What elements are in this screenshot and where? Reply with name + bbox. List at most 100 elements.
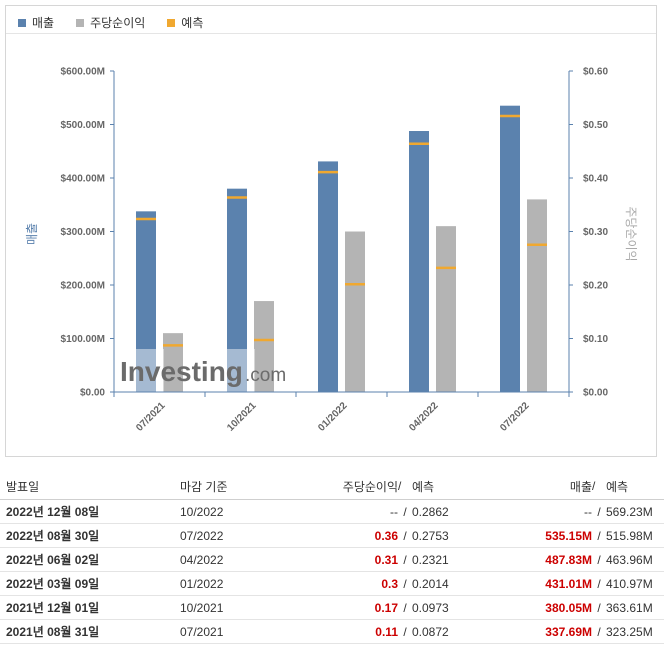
- cell-eps-forecast: 0.2321: [412, 547, 522, 572]
- cell-revenue: 337.69M: [522, 619, 592, 644]
- revenue-bar: [227, 188, 247, 392]
- cell-eps-separator: /: [398, 619, 412, 644]
- cell-eps: 0.11: [300, 619, 398, 644]
- x-tick-label: 07/2021: [134, 400, 168, 434]
- right-tick-label: $0.40: [583, 174, 608, 185]
- cell-eps-forecast: 0.2862: [412, 499, 522, 524]
- header-eps-separator: /: [398, 473, 412, 500]
- cell-revenue-separator: /: [592, 619, 606, 644]
- table-row: 2022년 08월 30일 07/2022 0.36/0.2753 535.15M/5…: [0, 523, 664, 548]
- table-body: 2022년 12월 08일 10/2022 --/0.2862 --/569.23M 2…: [0, 499, 664, 644]
- cell-eps-forecast: 0.2753: [412, 523, 522, 548]
- cell-revenue-separator: /: [592, 571, 606, 596]
- right-tick-label: $0.20: [583, 281, 608, 292]
- cell-date: 2022년 08월 30일: [0, 523, 176, 548]
- revenue-swatch: [18, 18, 26, 27]
- header-revenue[interactable]: 매출: [522, 473, 592, 500]
- cell-revenue-forecast: 323.25M: [606, 619, 664, 644]
- left-tick-label: $0.00: [80, 388, 105, 399]
- cell-eps-forecast: 0.0973: [412, 595, 522, 620]
- cell-period: 04/2022: [176, 547, 300, 572]
- x-tick-label: 01/2022: [316, 400, 350, 434]
- cell-eps-separator: /: [398, 595, 412, 620]
- legend-item-revenue[interactable]: 매출: [18, 14, 54, 31]
- watermark-domain: .com: [245, 365, 286, 386]
- legend-item-forecast[interactable]: 예측: [167, 14, 203, 31]
- cell-revenue-forecast: 515.98M: [606, 523, 664, 548]
- cell-eps-forecast: 0.0872: [412, 619, 522, 644]
- watermark-block-1: [120, 349, 164, 392]
- eps-bar: [345, 231, 365, 392]
- cell-revenue: 487.83M: [522, 547, 592, 572]
- left-tick-label: $600.00M: [61, 67, 105, 78]
- earnings-chart-panel: 매출 주당순이익 예측 Investing .com $0.00 $100.00M $2…: [5, 5, 657, 457]
- cell-date: 2021년 08월 31일: [0, 619, 176, 644]
- left-tick-label: $500.00M: [61, 120, 105, 131]
- right-tick-label: $0.30: [583, 227, 608, 238]
- cell-eps-separator: /: [398, 499, 412, 524]
- header-eps[interactable]: 주당순이익: [300, 473, 398, 500]
- header-eps-forecast[interactable]: 예측: [412, 473, 522, 500]
- cell-date: 2022년 06월 02일: [0, 547, 176, 572]
- header-period[interactable]: 마감 기준: [176, 473, 300, 500]
- eps-bar: [436, 226, 456, 392]
- cell-revenue-separator: /: [592, 547, 606, 572]
- chart-legend: 매출 주당순이익 예측: [18, 14, 225, 31]
- revenue-bar: [136, 211, 156, 392]
- cell-revenue: --: [522, 499, 592, 524]
- right-tick-label: $0.10: [583, 334, 608, 345]
- legend-divider: [6, 33, 656, 34]
- table-row: 2022년 06월 02일 04/2022 0.31/0.2321 487.83M/4…: [0, 547, 664, 572]
- header-revenue-separator: /: [592, 473, 606, 500]
- eps-bar: [254, 301, 274, 392]
- legend-label-revenue: 매출: [32, 16, 55, 30]
- eps-bar: [527, 199, 547, 392]
- cell-period: 10/2021: [176, 595, 300, 620]
- x-tick-label: 10/2021: [225, 400, 259, 434]
- table-row: 2021년 12월 01일 10/2021 0.17/0.0973 380.05M/3…: [0, 595, 664, 620]
- legend-label-forecast: 예측: [181, 16, 204, 30]
- cell-eps: 0.17: [300, 595, 398, 620]
- earnings-table: 발표일 마감 기준 주당순이익 / 예측 매출 / 예측 2022년 12월 0…: [0, 473, 664, 644]
- cell-revenue: 380.05M: [522, 595, 592, 620]
- cell-eps: 0.36: [300, 523, 398, 548]
- cell-period: 07/2021: [176, 619, 300, 644]
- table-row: 2022년 12월 08일 10/2022 --/0.2862 --/569.23M: [0, 499, 664, 524]
- right-tick-label: $0.50: [583, 120, 608, 131]
- legend-item-eps[interactable]: 주당순이익: [76, 14, 145, 31]
- eps-swatch: [76, 18, 85, 27]
- left-tick-label: $400.00M: [61, 174, 105, 185]
- left-tick-label: $100.00M: [61, 334, 105, 345]
- revenue-bar: [318, 161, 338, 392]
- left-tick-label: $300.00M: [61, 227, 105, 238]
- cell-date: 2021년 12월 01일: [0, 595, 176, 620]
- x-tick-label: 04/2022: [407, 400, 441, 434]
- cell-eps-separator: /: [398, 571, 412, 596]
- revenue-bar: [500, 105, 520, 392]
- left-tick-label: $200.00M: [61, 281, 105, 292]
- cell-eps: 0.31: [300, 547, 398, 572]
- table-row: 2021년 08월 31일 07/2021 0.11/0.0872 337.69M/3…: [0, 619, 664, 644]
- cell-eps-separator: /: [398, 547, 412, 572]
- cell-period: 10/2022: [176, 499, 300, 524]
- cell-revenue: 431.01M: [522, 571, 592, 596]
- legend-label-eps: 주당순이익: [90, 16, 146, 30]
- eps-bar: [163, 333, 183, 392]
- cell-revenue-forecast: 410.97M: [606, 571, 664, 596]
- cell-revenue-forecast: 569.23M: [606, 499, 664, 524]
- cell-date: 2022년 03월 09일: [0, 571, 176, 596]
- cell-period: 07/2022: [176, 523, 300, 548]
- bar-chart: Investing .com $0.00 $100.00M $200.00M $300.0…: [25, 67, 638, 434]
- cell-revenue: 535.15M: [522, 523, 592, 548]
- cell-eps: --: [300, 499, 398, 524]
- watermark-logo: Investing: [120, 356, 243, 387]
- cell-revenue-forecast: 463.96M: [606, 547, 664, 572]
- right-tick-label: $0.60: [583, 67, 608, 78]
- table-row: 2022년 03월 09일 01/2022 0.3/0.2014 431.01M/41…: [0, 571, 664, 596]
- forecast-swatch: [167, 18, 176, 27]
- header-revenue-forecast[interactable]: 예측: [606, 473, 664, 500]
- header-date[interactable]: 발표일: [0, 473, 176, 500]
- right-axis-title: 주당순이익: [624, 206, 638, 261]
- cell-eps-forecast: 0.2014: [412, 571, 522, 596]
- cell-revenue-separator: /: [592, 523, 606, 548]
